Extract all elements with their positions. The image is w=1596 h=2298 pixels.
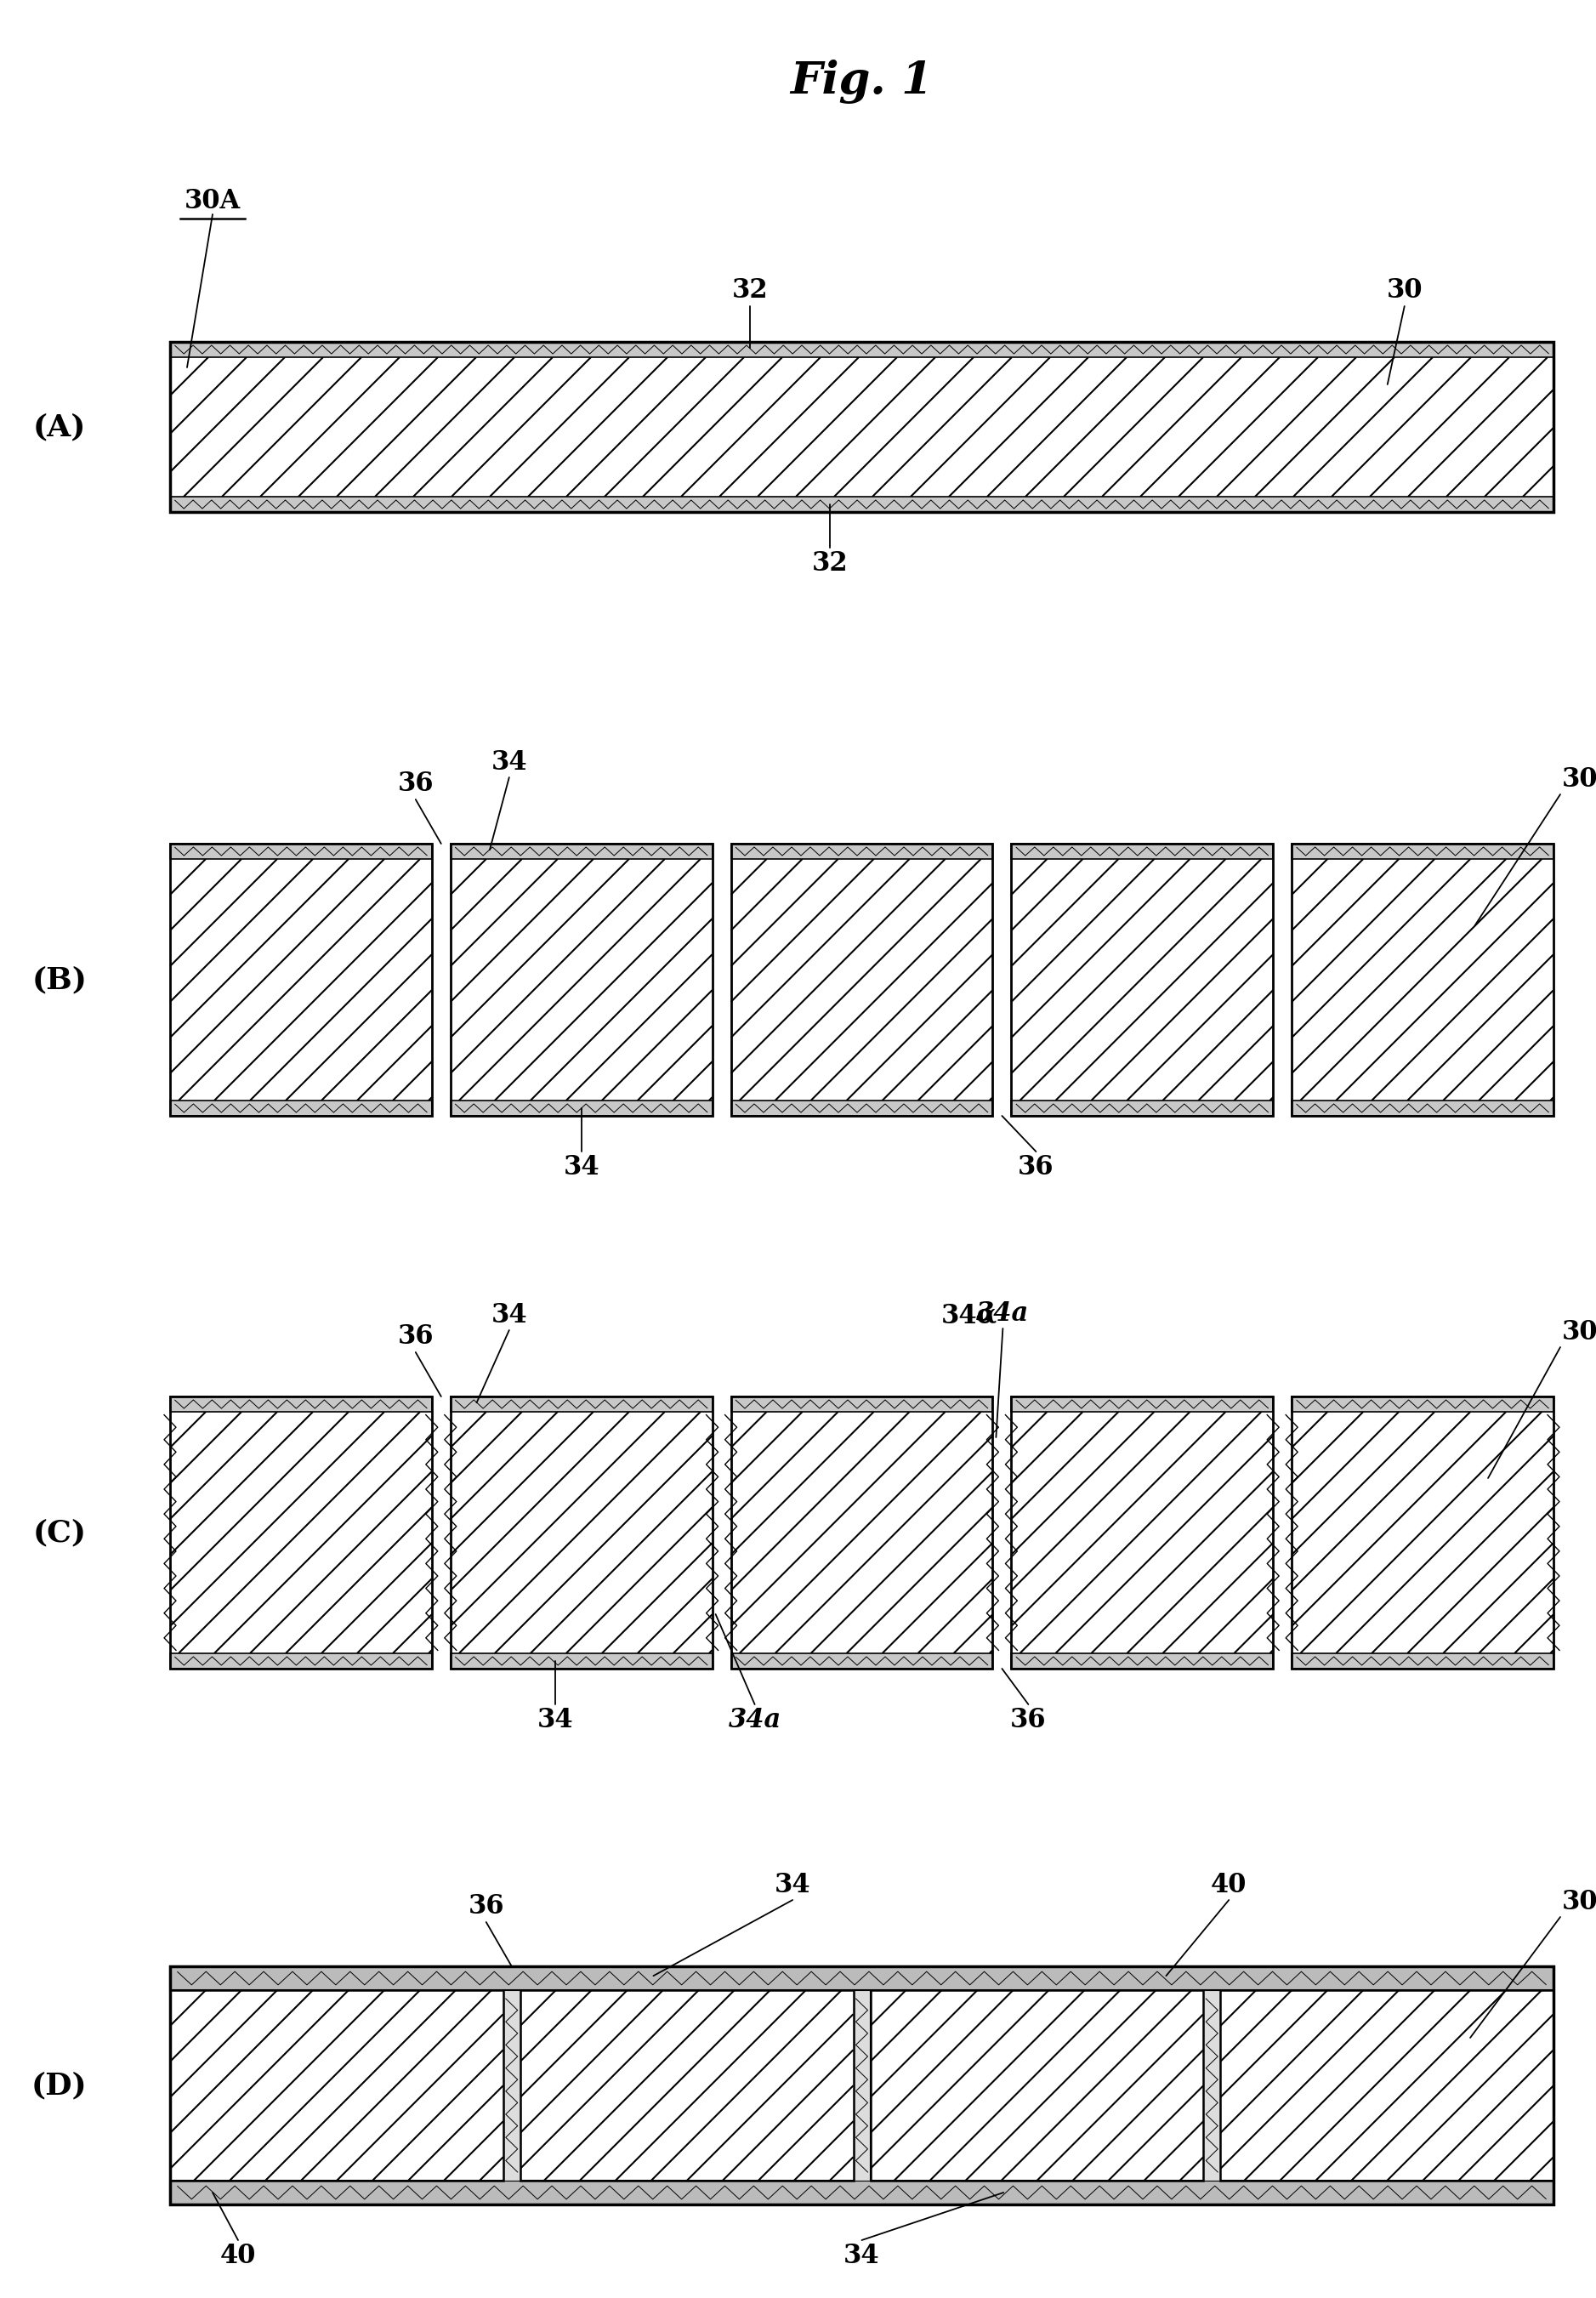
Bar — [854, 1990, 870, 2181]
Text: 36: 36 — [397, 770, 434, 797]
Bar — [171, 1967, 1553, 1990]
Text: 34α: 34α — [940, 1303, 998, 1328]
Bar — [171, 1967, 1553, 2204]
Text: Fig. 1: Fig. 1 — [790, 60, 934, 103]
Bar — [171, 1411, 433, 1652]
Bar — [171, 356, 1553, 496]
Bar — [171, 843, 433, 859]
Bar — [1291, 1652, 1553, 1668]
Bar — [503, 1990, 520, 2181]
Bar — [520, 1990, 854, 2181]
Bar — [450, 1101, 712, 1117]
Bar — [1012, 1652, 1274, 1668]
Bar — [1012, 1397, 1274, 1411]
Bar — [731, 1397, 993, 1411]
Text: 30: 30 — [1387, 278, 1422, 303]
Bar — [731, 843, 993, 1117]
Text: 34: 34 — [492, 1303, 527, 1328]
Bar — [731, 859, 993, 1101]
Text: 30: 30 — [1562, 765, 1596, 793]
Text: (B): (B) — [32, 965, 88, 995]
Bar — [171, 1397, 433, 1668]
Text: 30: 30 — [1562, 1319, 1596, 1344]
Bar — [1291, 843, 1553, 1117]
Bar — [731, 1397, 993, 1668]
Text: (C): (C) — [32, 1519, 86, 1547]
Bar — [1012, 1411, 1274, 1652]
Text: 34a: 34a — [728, 1707, 780, 1733]
Bar — [1012, 843, 1274, 1117]
Text: 34: 34 — [536, 1707, 573, 1733]
Bar — [870, 1990, 1203, 2181]
Bar — [731, 1411, 993, 1652]
Text: 30A: 30A — [185, 188, 241, 214]
Bar — [731, 843, 993, 859]
Bar — [171, 843, 433, 1117]
Text: 32: 32 — [733, 278, 768, 303]
Bar — [1291, 1397, 1553, 1668]
Bar — [171, 1101, 433, 1117]
Bar — [450, 1397, 712, 1411]
Text: 36: 36 — [397, 1324, 434, 1349]
Bar — [731, 1652, 993, 1668]
Bar — [171, 342, 1553, 512]
Bar — [171, 859, 433, 1101]
Bar — [1012, 1397, 1274, 1668]
Text: (A): (A) — [34, 411, 86, 441]
Bar — [450, 1397, 712, 1668]
Text: 34: 34 — [844, 2243, 879, 2268]
Bar — [171, 342, 1553, 356]
Bar — [1291, 1397, 1553, 1411]
Text: 40: 40 — [1211, 1873, 1246, 1898]
Bar — [1221, 1990, 1553, 2181]
Bar — [1203, 1990, 1221, 2181]
Text: 34: 34 — [492, 749, 527, 777]
Text: 32: 32 — [812, 549, 847, 577]
Bar — [450, 1652, 712, 1668]
Text: 34: 34 — [563, 1154, 600, 1181]
Bar — [1012, 1101, 1274, 1117]
Bar — [171, 1652, 433, 1668]
Bar — [1221, 1990, 1553, 2181]
Bar — [1012, 843, 1274, 859]
Bar — [171, 1990, 503, 2181]
Bar — [1291, 843, 1553, 859]
Text: 40: 40 — [220, 2243, 255, 2268]
Text: 30: 30 — [1562, 1889, 1596, 1914]
Bar — [1291, 1411, 1553, 1652]
Bar — [1291, 1101, 1553, 1117]
Text: 36: 36 — [468, 1894, 504, 1919]
Text: 34a: 34a — [977, 1301, 1029, 1326]
Bar — [171, 1397, 433, 1411]
Bar — [450, 843, 712, 1117]
Bar — [1291, 859, 1553, 1101]
Bar — [520, 1990, 854, 2181]
Text: 34: 34 — [774, 1873, 811, 1898]
Text: 36: 36 — [1018, 1154, 1053, 1181]
Bar — [171, 496, 1553, 512]
Bar — [450, 843, 712, 859]
Bar — [450, 859, 712, 1101]
Bar — [1012, 859, 1274, 1101]
Bar — [731, 1101, 993, 1117]
Bar — [171, 2181, 1553, 2204]
Text: (D): (D) — [32, 2070, 88, 2100]
Bar — [450, 1411, 712, 1652]
Bar — [870, 1990, 1203, 2181]
Text: 36: 36 — [1010, 1707, 1047, 1733]
Bar — [171, 1990, 503, 2181]
